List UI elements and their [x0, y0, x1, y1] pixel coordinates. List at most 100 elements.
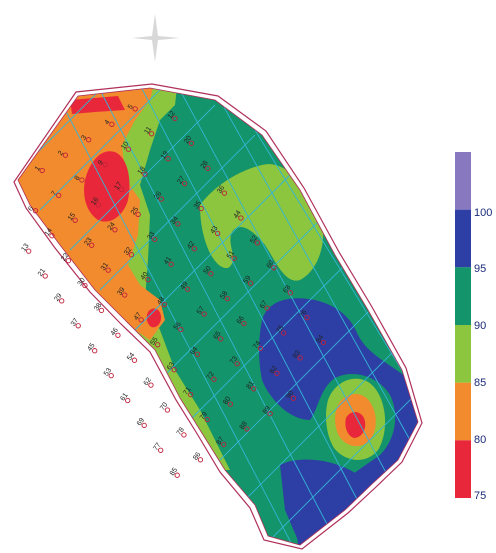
sample-point-label: 25 [130, 206, 140, 216]
sample-point-label: 68 [282, 284, 292, 294]
legend-bar [455, 152, 471, 498]
sample-point-label: 16 [90, 196, 100, 206]
sample-point-label: 77 [152, 442, 162, 452]
sample-point-label: 54 [126, 352, 136, 362]
sample-point-marker [115, 332, 121, 338]
legend-label-75: 75 [474, 490, 487, 502]
zone-75-80-spot [146, 308, 162, 328]
sample-point-marker [194, 351, 201, 357]
sample-point-marker [155, 342, 161, 348]
sample-point-marker [297, 355, 303, 361]
sample-point-label: 18 [137, 166, 147, 176]
sample-point-label: 34 [170, 215, 180, 225]
sample-point-marker [280, 330, 287, 336]
sample-point-marker [109, 121, 115, 127]
sample-point-marker [49, 233, 55, 239]
legend-label-95: 95 [474, 263, 487, 275]
sample-point-label: 89 [262, 405, 272, 415]
zone-75-80-west [84, 151, 130, 222]
sample-point-label: 47 [133, 311, 143, 321]
sample-point-label: 35 [193, 200, 203, 210]
field-boundary [13, 83, 423, 550]
sample-point-marker [92, 348, 98, 354]
sample-point-marker [198, 205, 204, 212]
sample-point-label: 82 [269, 365, 279, 375]
sample-point-marker [238, 215, 244, 221]
sample-point-marker [234, 361, 240, 367]
sample-point-label: 5 [127, 103, 135, 110]
sample-point-marker [158, 447, 164, 453]
sample-point-label: 24 [107, 221, 117, 231]
sample-point-label: 26 [153, 190, 163, 200]
sample-point-marker [148, 382, 154, 388]
sample-point-label: 80 [222, 396, 232, 406]
sample-point-label: 2 [57, 150, 65, 157]
sample-point-marker [247, 280, 254, 286]
sample-point-label: 27 [176, 175, 186, 185]
sample-points: 1234567891011121314151617181920212223242… [20, 103, 327, 478]
legend-band [455, 267, 471, 325]
sample-point-label: 4 [104, 119, 112, 126]
sample-point-label: 23 [83, 237, 93, 247]
sample-point-label: 85 [169, 467, 179, 477]
sample-point-label: 62 [143, 377, 153, 387]
sample-point-marker [257, 345, 264, 352]
sample-point-label: 52 [249, 234, 259, 244]
sample-point-marker [161, 301, 168, 308]
legend-band [455, 382, 471, 441]
sample-point-marker [122, 292, 128, 298]
sample-point-marker [75, 323, 81, 329]
sample-point-marker [98, 307, 105, 314]
sample-point-label: 90 [285, 390, 295, 400]
sample-point-label: 6 [27, 205, 35, 212]
sample-point-marker [89, 242, 95, 248]
legend-label-100: 100 [474, 207, 493, 219]
sample-point-marker [86, 137, 92, 143]
sample-point-label: 30 [77, 277, 87, 287]
zone-95-100-south [280, 459, 367, 545]
zone-75-80-north [70, 96, 125, 114]
sample-point-marker [145, 276, 151, 283]
sample-point-label: 49 [179, 281, 189, 291]
legend-label-85: 85 [474, 377, 487, 389]
sample-point-marker [267, 410, 273, 417]
sample-point-label: 28 [200, 160, 210, 170]
zone-85-90-center [200, 164, 324, 281]
sample-point-label: 67 [259, 300, 269, 310]
sample-point-label: 74 [252, 340, 262, 350]
sample-point-marker [185, 286, 191, 292]
sample-point-label: 78 [176, 426, 186, 436]
sample-point-marker [178, 326, 184, 333]
sample-point-label: 88 [239, 420, 249, 430]
sample-point-marker [125, 397, 131, 404]
sample-point-label: 70 [159, 401, 169, 411]
sample-point-label: 20 [183, 135, 193, 145]
sample-point-marker [158, 196, 165, 202]
sample-point-marker [105, 267, 111, 273]
sample-point-marker [205, 165, 211, 171]
sample-point-marker [214, 230, 221, 237]
sample-point-marker [181, 432, 187, 438]
sample-point-marker [152, 236, 158, 242]
sample-point-marker [79, 177, 85, 183]
sample-point-label: 69 [136, 417, 146, 427]
sample-point-label: 63 [166, 361, 176, 371]
sample-point-label: 13 [20, 243, 30, 253]
sample-point-label: 45 [86, 342, 96, 352]
sample-point-label: 53 [103, 367, 113, 377]
legend-band [455, 325, 471, 383]
sample-point-label: 31 [100, 262, 110, 272]
sample-point-label: 65 [212, 330, 222, 340]
sample-point-label: 60 [266, 259, 276, 269]
sample-point-label: 8 [74, 175, 82, 182]
sample-point-marker [56, 192, 62, 199]
sample-point-label: 48 [156, 296, 166, 306]
sample-point-marker [231, 255, 237, 261]
sample-point-label: 33 [146, 231, 156, 241]
sample-point-label: 50 [203, 265, 213, 275]
sample-point-marker [141, 422, 147, 429]
sample-point-label: 14 [44, 227, 54, 237]
sample-point-marker [59, 298, 65, 304]
sample-point-label: 17 [113, 181, 123, 191]
